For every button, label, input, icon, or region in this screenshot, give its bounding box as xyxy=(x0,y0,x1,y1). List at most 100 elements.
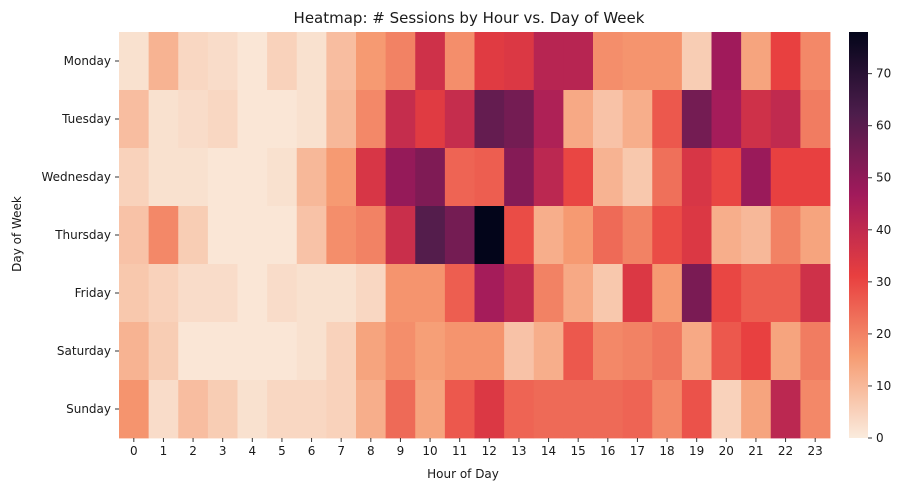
heatmap-cell xyxy=(800,380,831,439)
heatmap-cell xyxy=(326,322,357,381)
heatmap-cell xyxy=(652,322,683,381)
heatmap-cell xyxy=(474,90,505,149)
x-tick-label: 17 xyxy=(630,444,645,458)
heatmap-cell xyxy=(267,380,298,439)
x-tick-label: 16 xyxy=(600,444,615,458)
heatmap-cell xyxy=(237,322,268,381)
heatmap-cell xyxy=(622,322,653,381)
heatmap-cell xyxy=(326,148,357,207)
heatmap-cell xyxy=(504,148,535,207)
heatmap-cell xyxy=(533,90,564,149)
heatmap-cell xyxy=(148,380,179,439)
heatmap-cell xyxy=(237,380,268,439)
heatmap-cell xyxy=(474,264,505,323)
heatmap-cell xyxy=(474,32,505,91)
heatmap-cell xyxy=(711,264,742,323)
heatmap-cell xyxy=(178,380,209,439)
x-tick-label: 9 xyxy=(397,444,405,458)
x-axis-label: Hour of Day xyxy=(427,467,499,481)
heatmap-cell xyxy=(444,32,475,91)
heatmap-cell xyxy=(770,32,801,91)
heatmap-cell xyxy=(741,148,772,207)
heatmap-cell xyxy=(504,322,535,381)
heatmap-cell xyxy=(385,380,416,439)
heatmap-cell xyxy=(593,90,624,149)
heatmap-cell xyxy=(415,90,446,149)
heatmap-cell xyxy=(533,206,564,265)
colorbar-tick-label: 0 xyxy=(876,431,884,445)
heatmap-cell xyxy=(356,322,387,381)
heatmap-cell xyxy=(326,32,357,91)
heatmap-cell xyxy=(652,90,683,149)
heatmap-cell xyxy=(563,90,594,149)
heatmap-cell xyxy=(622,32,653,91)
heatmap-cell xyxy=(770,90,801,149)
heatmap-cell xyxy=(178,322,209,381)
heatmap-cell xyxy=(533,148,564,207)
heatmap-cell xyxy=(385,264,416,323)
heatmap-cell xyxy=(267,148,298,207)
heatmap-cell xyxy=(385,90,416,149)
heatmap-cell xyxy=(681,90,712,149)
heatmap-cell xyxy=(593,264,624,323)
heatmap-cell xyxy=(444,206,475,265)
heatmap-cell xyxy=(415,322,446,381)
heatmap-cell xyxy=(207,380,238,439)
heatmap-cell xyxy=(563,322,594,381)
heatmap-cell xyxy=(711,90,742,149)
x-tick-label: 6 xyxy=(308,444,316,458)
x-tick-label: 12 xyxy=(482,444,497,458)
colorbar-tick-label: 60 xyxy=(876,119,891,133)
heatmap-cell xyxy=(385,148,416,207)
heatmap-cell xyxy=(681,264,712,323)
heatmap-cell xyxy=(326,380,357,439)
heatmap-cell xyxy=(800,322,831,381)
heatmap-cell xyxy=(711,380,742,439)
y-tick-label: Thursday xyxy=(54,228,111,242)
heatmap-cell xyxy=(681,148,712,207)
x-tick-label: 10 xyxy=(422,444,437,458)
heatmap-cell xyxy=(622,264,653,323)
heatmap-cell xyxy=(415,206,446,265)
heatmap-cell xyxy=(593,32,624,91)
heatmap-cell xyxy=(326,90,357,149)
x-tick-label: 15 xyxy=(571,444,586,458)
heatmap-cell xyxy=(593,322,624,381)
heatmap-cell xyxy=(741,322,772,381)
heatmap-cell xyxy=(770,264,801,323)
heatmap-cell xyxy=(148,206,179,265)
heatmap-cell xyxy=(267,90,298,149)
x-tick-label: 13 xyxy=(511,444,526,458)
y-tick-label: Tuesday xyxy=(61,112,111,126)
heatmap-cell xyxy=(148,90,179,149)
heatmap-cell xyxy=(296,206,327,265)
heatmap-cell xyxy=(652,148,683,207)
heatmap-cell xyxy=(148,264,179,323)
heatmap-cell xyxy=(178,264,209,323)
x-tick-label: 14 xyxy=(541,444,556,458)
heatmap-cell xyxy=(296,148,327,207)
heatmap-cell xyxy=(178,90,209,149)
colorbar-gradient xyxy=(849,32,868,438)
heatmap-cell xyxy=(622,148,653,207)
heatmap-cell xyxy=(178,148,209,207)
heatmap-cell xyxy=(237,32,268,91)
heatmap-cell xyxy=(237,264,268,323)
heatmap-cell xyxy=(444,148,475,207)
heatmap-cell xyxy=(563,206,594,265)
x-tick-label: 19 xyxy=(689,444,704,458)
x-tick-label: 20 xyxy=(719,444,734,458)
x-axis-ticks: 0 1 2 3 4 5 6 7 8 9 10 11 12 13 14 15 16 17 18 19 20 21 22 23 xyxy=(130,438,823,458)
heatmap-cell xyxy=(267,322,298,381)
colorbar-ticks: 0 10 20 30 40 50 60 70 xyxy=(868,67,891,445)
heatmap-cell xyxy=(504,90,535,149)
x-tick-label: 8 xyxy=(367,444,375,458)
heatmap-cell xyxy=(741,32,772,91)
heatmap-cell xyxy=(474,322,505,381)
heatmap-cell xyxy=(741,206,772,265)
heatmap-cell xyxy=(593,148,624,207)
heatmap-cell xyxy=(296,322,327,381)
heatmap-cell xyxy=(415,32,446,91)
x-tick-label: 2 xyxy=(189,444,197,458)
